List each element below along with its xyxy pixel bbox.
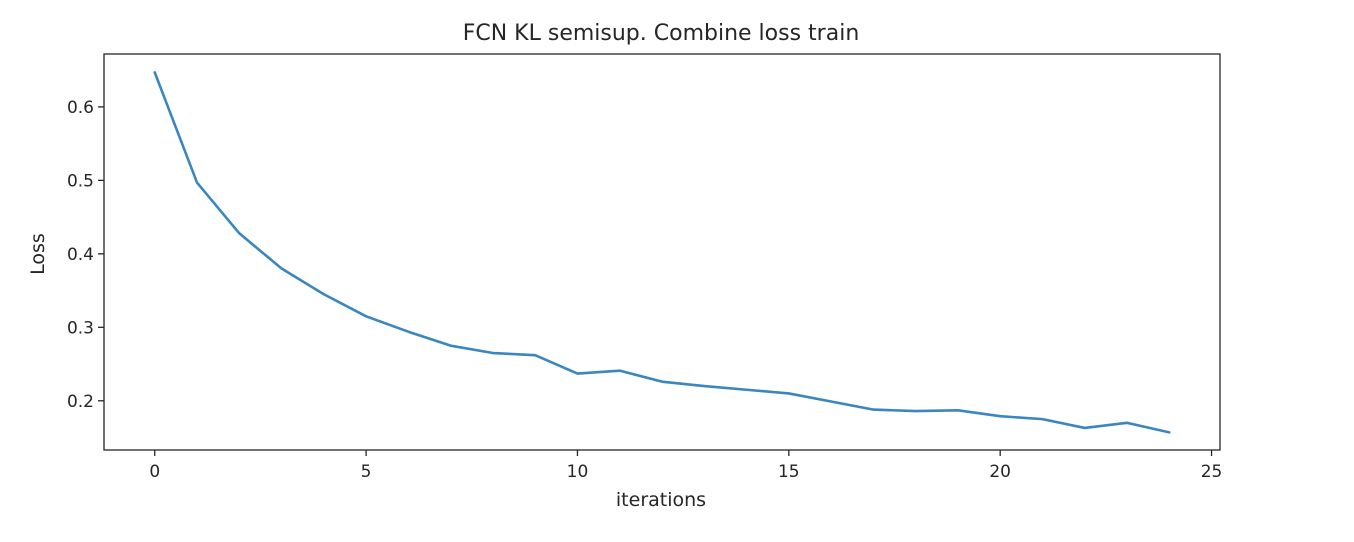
plot-area xyxy=(103,53,1221,451)
x-tick-label: 15 xyxy=(778,462,800,482)
x-tick-label: 0 xyxy=(149,462,160,482)
x-tick-label: 20 xyxy=(989,462,1011,482)
x-tick-label: 5 xyxy=(361,462,372,482)
y-tick-label: 0.6 xyxy=(67,98,94,118)
y-tick-label: 0.4 xyxy=(67,245,94,265)
x-axis-label: iterations xyxy=(616,489,706,511)
plot-frame xyxy=(103,53,1221,451)
y-tick-label: 0.5 xyxy=(67,171,94,191)
x-tick-label: 25 xyxy=(1201,462,1223,482)
y-axis-label: Loss xyxy=(27,233,49,275)
y-tick-label: 0.2 xyxy=(67,392,94,412)
x-axis: 0 5 10 15 20 25 xyxy=(149,450,1222,482)
x-tick-label: 10 xyxy=(567,462,589,482)
series-line-0 xyxy=(153,71,1171,434)
y-tick-label: 0.3 xyxy=(67,318,94,338)
y-axis: 0.2 0.3 0.4 0.5 0.6 xyxy=(67,98,104,412)
chart-title: FCN KL semisup. Combine loss train xyxy=(463,21,860,46)
